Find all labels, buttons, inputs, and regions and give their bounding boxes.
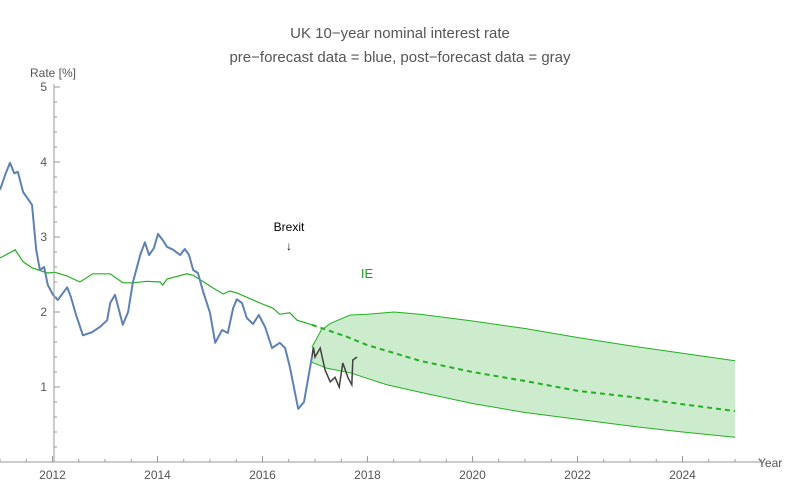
y-tick-label: 1	[40, 380, 47, 394]
x-tick-label: 2016	[249, 468, 276, 482]
x-tick-label: 2020	[459, 468, 486, 482]
y-tick-label: 4	[40, 155, 47, 169]
annotation-ie: IE	[361, 266, 374, 281]
y-tick-label: 5	[40, 80, 47, 94]
x-axis-label: Year	[758, 456, 782, 470]
chart-subtitle: pre−forecast data = blue, post−forecast …	[229, 49, 571, 66]
chart-title: UK 10−year nominal interest rate	[290, 25, 510, 42]
forecast-band	[311, 312, 735, 438]
x-tick-label: 2014	[144, 468, 171, 482]
y-tick-label: 2	[40, 305, 47, 319]
post-forecast-line	[311, 345, 358, 390]
y-axis-label: Rate [%]	[30, 66, 76, 80]
pre-forecast-line	[0, 161, 313, 410]
annotation-brexit-arrow: ↓	[286, 239, 292, 253]
x-tick-label: 2018	[354, 468, 381, 482]
x-tick-label: 2022	[564, 468, 591, 482]
band-lower-line	[311, 361, 736, 438]
x-tick-label: 2024	[669, 468, 696, 482]
annotation-brexit: Brexit	[274, 220, 305, 234]
y-tick-label: 3	[40, 230, 47, 244]
band-upper-line	[311, 311, 736, 362]
model-history-line	[0, 249, 313, 326]
x-tick-label: 2012	[39, 468, 66, 482]
plot-area	[0, 161, 736, 438]
axes: 1 2 3 4 5 2012 2014 2016 2018 2020 2022 2024	[0, 80, 762, 482]
model-forecast-line	[311, 323, 736, 412]
